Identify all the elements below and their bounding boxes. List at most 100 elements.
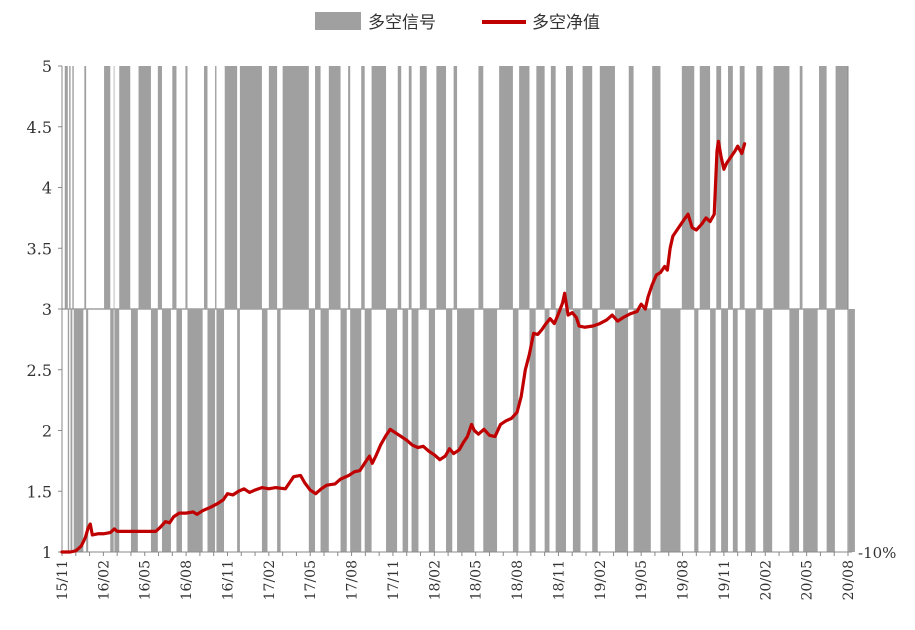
signal-bar-long (536, 66, 545, 309)
signal-bar-short (529, 309, 536, 552)
signal-bar-short (261, 309, 268, 552)
signal-bar-long (138, 66, 151, 309)
signal-bar-short (614, 309, 629, 552)
legend-label-nav: 多空净值 (532, 13, 600, 33)
signal-bar-long (348, 66, 351, 309)
legend-swatch-signal (315, 12, 361, 30)
signal-bar-short (555, 309, 566, 552)
signal-bar-short (660, 309, 681, 552)
signal-bar-long (84, 66, 87, 309)
signal-bar-short (428, 309, 436, 552)
signal-bar-long (113, 66, 115, 309)
signal-bar-short (70, 309, 73, 552)
y-tick-label: 1.5 (27, 482, 52, 501)
x-tick-label: 18/11 (551, 560, 567, 600)
signal-bar-long (499, 66, 513, 309)
signal-bar-short (803, 309, 818, 552)
signal-bar-long (756, 66, 763, 309)
signal-bar-short (745, 309, 756, 552)
signal-bar-long (215, 66, 217, 309)
x-tick-label: 20/08 (841, 560, 857, 600)
y2-tick-label: -10% (858, 544, 896, 562)
x-tick-label: 19/05 (634, 560, 650, 600)
signal-bar-short (446, 309, 453, 552)
y-tick-label: 1 (42, 543, 52, 562)
x-tick-label: 19/02 (593, 560, 609, 600)
signal-bar-short (512, 309, 519, 552)
signal-bar-short (848, 309, 855, 552)
signal-bar-long (436, 66, 447, 309)
signal-bar-long (599, 66, 615, 309)
x-tick-label: 18/02 (427, 560, 443, 600)
signal-bar-long (328, 66, 341, 309)
signal-bar-long (172, 66, 177, 309)
signal-bar-long (728, 66, 733, 309)
signal-bar-long (739, 66, 745, 309)
signal-bar-long (204, 66, 208, 309)
nav-line (60, 139, 747, 554)
signal-bar-short (308, 309, 316, 552)
x-tick-label: 16/08 (179, 560, 195, 600)
signal-bar-short (411, 309, 419, 552)
y-tick-label: 5 (42, 57, 52, 76)
signal-bar-long (716, 66, 722, 309)
signal-bar-long (519, 66, 530, 309)
x-tick-label: 18/05 (469, 560, 485, 600)
signal-bar-short (694, 309, 699, 552)
signal-bar-short (207, 309, 216, 552)
signal-bar-long (361, 66, 365, 309)
signal-bar-short (237, 309, 240, 552)
signal-bar-long (157, 66, 162, 309)
signal-bar-long (819, 66, 827, 309)
signal-bar-short (67, 309, 70, 552)
signal-bar-long (628, 66, 634, 309)
signal-bar-long (397, 66, 402, 309)
signal-bar-short (340, 309, 347, 552)
signal-bar-long (224, 66, 238, 309)
signal-bar-long (799, 66, 803, 309)
signal-bar-long (652, 66, 661, 309)
x-tick-label: 19/11 (717, 560, 733, 600)
signal-bar-long (104, 66, 111, 309)
signal-bar-short (86, 309, 89, 552)
signal-bar-short (176, 309, 182, 552)
x-tick-label: 19/08 (676, 560, 692, 600)
x-tick-label: 17/11 (386, 560, 402, 600)
signal-bar-long (478, 66, 484, 309)
signal-bar-long (72, 66, 74, 309)
y-tick-label: 4 (42, 179, 52, 198)
signal-bar-long (681, 66, 695, 309)
x-tick-label: 17/08 (345, 560, 361, 600)
signal-bars (64, 66, 855, 552)
signal-bar-short (216, 309, 225, 552)
signal-bar-long (773, 66, 790, 309)
signal-bar-long (566, 66, 573, 309)
signal-bar-long (419, 66, 427, 309)
signal-bar-short (457, 309, 475, 552)
x-tick-label: 16/05 (138, 560, 154, 600)
signal-bar-short (130, 309, 138, 552)
signal-bar-short (277, 309, 281, 552)
signal-bar-long (408, 66, 412, 309)
signal-bar-short (161, 309, 171, 552)
x-tick-label: 16/02 (96, 560, 112, 600)
signal-bar-short (364, 309, 372, 552)
legend-label-signal: 多空信号 (368, 13, 436, 33)
signal-bar-long (835, 66, 848, 309)
signal-bar-short (110, 309, 114, 552)
signal-bar-short (544, 309, 550, 552)
x-tick-label: 17/05 (303, 560, 319, 600)
signal-bar-long (315, 66, 321, 309)
signal-bar-short (710, 309, 716, 552)
signal-bar-long (268, 66, 278, 309)
signal-bar-short (763, 309, 773, 552)
x-tick-label: 20/05 (800, 560, 816, 600)
signal-bar-long (119, 66, 131, 309)
signal-bar-short (187, 309, 203, 552)
signal-bar-long (185, 66, 188, 309)
x-tick-label: 16/11 (220, 560, 236, 600)
signal-bar-short (572, 309, 581, 552)
signal-bar-long (453, 66, 458, 309)
tick-labels: 1 1.5 2 2.5 3 3.5 4 4.5 5 15/11 16/02 16/05 16/08 16/… (27, 57, 897, 600)
